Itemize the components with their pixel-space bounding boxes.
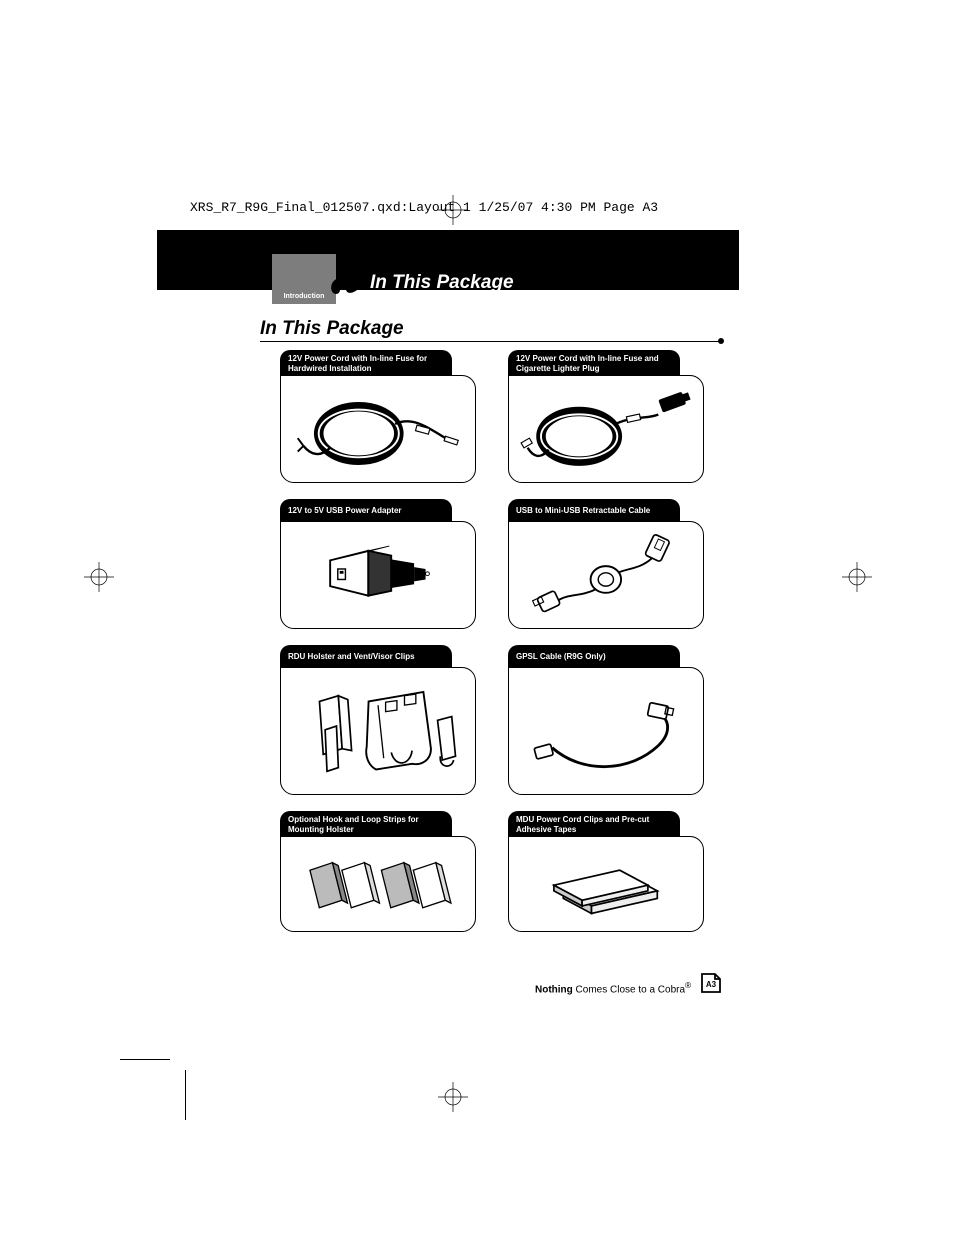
package-item: USB to Mini-USB Retractable Cable [508,499,704,629]
crop-mark-icon [120,1059,170,1060]
package-item: GPSL Cable (R9G Only) [508,645,704,795]
power-cord-lighter-icon [520,381,692,476]
item-illustration [280,521,476,629]
item-label: 12V Power Cord with In-line Fuse for Har… [280,350,452,377]
item-illustration [508,521,704,629]
item-label: RDU Holster and Vent/Visor Clips [280,645,452,669]
snake-icon [330,270,364,300]
footer-rest: Comes Close to a Cobra [573,984,685,995]
item-illustration [508,667,704,795]
hook-loop-strips-icon [293,842,462,927]
tab-label: Introduction [284,293,325,300]
page-number: A3 [706,980,717,989]
item-label: USB to Mini-USB Retractable Cable [508,499,680,523]
usb-adapter-icon [292,527,464,622]
crop-mark-icon [185,1070,186,1120]
registration-mark-icon [438,195,468,225]
registration-mark-icon [438,1082,468,1112]
package-item: RDU Holster and Vent/Visor Clips [280,645,476,795]
item-illustration [280,836,476,932]
item-illustration [508,375,704,483]
heading-dot-icon [718,338,724,344]
item-label: MDU Power Cord Clips and Pre-cut Adhesiv… [508,811,680,838]
item-label: 12V Power Cord with In-line Fuse and Cig… [508,350,680,377]
package-grid: 12V Power Cord with In-line Fuse for Har… [280,350,704,932]
item-label: Optional Hook and Loop Strips for Mounti… [280,811,452,838]
registration-mark-icon [842,562,872,592]
heading-rule [260,341,720,342]
item-label: GPSL Cable (R9G Only) [508,645,680,669]
item-label: 12V to 5V USB Power Adapter [280,499,452,523]
power-cord-hardwired-icon [292,381,464,476]
package-item: MDU Power Cord Clips and Pre-cut Adhesiv… [508,811,704,932]
item-illustration [280,667,476,795]
package-item: 12V to 5V USB Power Adapter [280,499,476,629]
page-number-badge: A3 [700,972,722,994]
section-tab: Introduction [272,254,336,304]
registered-icon: ® [685,980,691,990]
retractable-cable-icon [520,527,692,622]
item-illustration [508,836,704,932]
section-heading: In This Package [260,318,404,340]
header-title: In This Package [370,272,514,294]
adhesive-tapes-icon [521,842,690,927]
package-item: 12V Power Cord with In-line Fuse and Cig… [508,350,704,483]
footer-bold: Nothing [535,984,573,995]
gpsl-cable-icon [521,675,691,788]
package-item: 12V Power Cord with In-line Fuse for Har… [280,350,476,483]
package-item: Optional Hook and Loop Strips for Mounti… [280,811,476,932]
registration-mark-icon [84,562,114,592]
item-illustration [280,375,476,483]
footer-tagline: Nothing Comes Close to a Cobra® [535,980,691,995]
holster-clips-icon [293,675,463,788]
slug-line: XRS_R7_R9G_Final_012507.qxd:Layout 1 1/2… [190,200,658,215]
